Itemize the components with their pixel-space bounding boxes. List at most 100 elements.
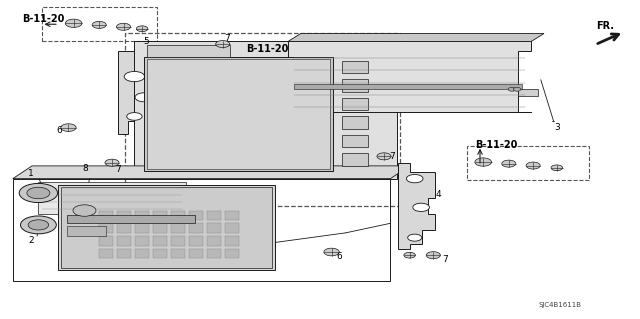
Bar (207, 236, 221, 246)
Text: B-11-20: B-11-20 (22, 14, 65, 24)
Text: 8: 8 (83, 164, 88, 173)
Bar (147, 45, 230, 57)
Polygon shape (211, 185, 269, 246)
Text: 2: 2 (28, 236, 33, 245)
Circle shape (136, 26, 148, 32)
Bar (342, 153, 368, 166)
Bar (13, 179, 390, 281)
Bar (342, 116, 368, 129)
Circle shape (502, 160, 516, 167)
Bar (135, 223, 149, 233)
Polygon shape (118, 51, 163, 134)
Bar (135, 236, 149, 246)
Polygon shape (38, 182, 186, 214)
Bar (207, 223, 221, 233)
Text: 7: 7 (116, 165, 121, 174)
Circle shape (116, 23, 131, 30)
Polygon shape (398, 163, 435, 249)
Circle shape (27, 187, 50, 199)
Polygon shape (288, 33, 544, 41)
Bar (153, 211, 167, 220)
Bar (67, 226, 106, 236)
Polygon shape (58, 185, 275, 270)
Bar (125, 33, 400, 206)
Bar (99, 211, 113, 220)
Text: 5: 5 (143, 37, 148, 46)
Text: FR.: FR. (596, 20, 614, 31)
Circle shape (404, 252, 415, 258)
Polygon shape (61, 187, 272, 268)
Bar (67, 215, 195, 223)
Text: 1: 1 (28, 169, 33, 178)
Circle shape (61, 124, 76, 131)
Bar (225, 236, 239, 246)
Circle shape (216, 41, 230, 48)
Bar (189, 223, 203, 233)
Circle shape (19, 183, 58, 203)
Polygon shape (134, 41, 397, 179)
Text: 4: 4 (436, 190, 441, 199)
Circle shape (124, 71, 145, 82)
Circle shape (92, 21, 106, 28)
Bar (171, 236, 185, 246)
Circle shape (324, 248, 339, 256)
Bar (117, 223, 131, 233)
Circle shape (28, 220, 49, 230)
Text: 6: 6 (57, 126, 62, 135)
Bar (207, 211, 221, 220)
Circle shape (475, 158, 492, 166)
Bar (342, 135, 368, 147)
Text: 7: 7 (442, 255, 447, 263)
Bar (153, 223, 167, 233)
Text: B-11-20: B-11-20 (246, 44, 289, 55)
Bar (171, 211, 185, 220)
Text: 7: 7 (225, 34, 230, 43)
Circle shape (73, 205, 96, 216)
Bar (99, 223, 113, 233)
Circle shape (406, 174, 423, 183)
Bar (342, 98, 368, 110)
Text: SJC4B1611B: SJC4B1611B (538, 302, 582, 308)
Bar (189, 211, 203, 220)
Circle shape (408, 234, 422, 241)
Circle shape (513, 87, 521, 91)
Bar (135, 249, 149, 258)
Bar (225, 211, 239, 220)
Text: B-11-20: B-11-20 (476, 140, 518, 150)
Bar (117, 236, 131, 246)
Bar (225, 223, 239, 233)
Text: 6: 6 (337, 252, 342, 261)
Text: 3: 3 (554, 123, 559, 132)
Bar (189, 236, 203, 246)
Circle shape (135, 93, 153, 102)
Bar (144, 57, 333, 171)
Text: 7: 7 (389, 152, 394, 161)
Circle shape (377, 153, 391, 160)
Bar (135, 211, 149, 220)
Circle shape (127, 113, 142, 120)
Circle shape (526, 162, 540, 169)
Polygon shape (282, 89, 538, 96)
Bar (225, 249, 239, 258)
Polygon shape (288, 41, 531, 112)
Bar (342, 79, 368, 92)
Polygon shape (13, 166, 410, 179)
Bar (153, 249, 167, 258)
Bar (99, 249, 113, 258)
Circle shape (508, 87, 516, 91)
Bar (171, 223, 185, 233)
Bar (207, 249, 221, 258)
Bar (171, 249, 185, 258)
Bar (42, 7, 157, 41)
Bar (294, 84, 522, 89)
Bar (467, 146, 589, 180)
Circle shape (65, 19, 82, 27)
Bar (117, 211, 131, 220)
Circle shape (413, 203, 429, 211)
Bar (147, 59, 330, 169)
Circle shape (551, 165, 563, 171)
Circle shape (20, 216, 56, 234)
Circle shape (105, 159, 119, 166)
Circle shape (426, 252, 440, 259)
Bar (99, 236, 113, 246)
